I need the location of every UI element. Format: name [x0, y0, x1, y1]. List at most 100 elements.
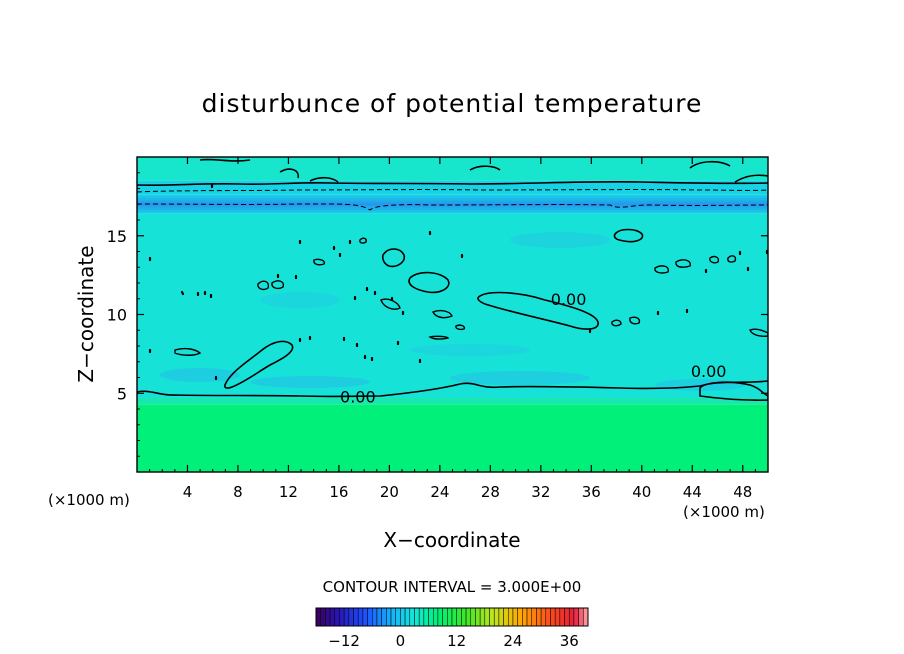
contour-label: 0.00: [551, 290, 587, 309]
field-bands: [137, 157, 768, 472]
colorbar-cell: [526, 607, 532, 627]
colorbar-cell: [447, 607, 453, 627]
zero-contour-lower: [137, 380, 768, 398]
colorbar-cell: [386, 607, 392, 627]
colorbar-tick-label: 0: [396, 632, 406, 650]
colorbar-cell: [545, 607, 551, 627]
contour-interval-text: CONTOUR INTERVAL = 3.000E+00: [323, 578, 582, 596]
x-tick-label: 20: [380, 483, 399, 501]
y-tick-label: 15: [107, 227, 127, 246]
colorbar-cell: [339, 607, 345, 627]
x-tick-label: 40: [632, 483, 651, 501]
x-tick-label: 36: [582, 483, 601, 501]
zero-contour-blob-mid: [381, 248, 406, 268]
x-tick-label: 48: [733, 483, 752, 501]
plot-area: [137, 157, 768, 472]
colorbar-tick-label: 12: [447, 632, 466, 650]
field-band: [137, 213, 768, 398]
colorbar-cell: [442, 607, 448, 627]
y-axis-label: Z−coordinate: [74, 245, 98, 382]
colorbar-cell: [512, 607, 518, 627]
x-tick-label: 28: [481, 483, 500, 501]
colorbar-cell: [390, 607, 396, 627]
zero-contour-blob-large: [477, 291, 599, 330]
x-unit-left: (×1000 m): [48, 491, 130, 509]
colorbar-cell: [484, 607, 490, 627]
colorbar-cell: [475, 607, 481, 627]
field-band: [137, 194, 768, 214]
colorbar-cell: [357, 607, 364, 627]
colorbar-cell: [376, 607, 382, 627]
colorbar-cell: [564, 607, 570, 627]
field-patches: [160, 232, 745, 391]
colorbar-cell: [493, 607, 500, 627]
colorbar-cell: [522, 607, 528, 627]
y-axis: 5 10 15: [107, 172, 768, 457]
colorbar-tick-label: 24: [503, 632, 522, 650]
colorbar-cell: [536, 607, 542, 627]
colorbar-cell: [320, 607, 326, 627]
colorbar-cell: [329, 607, 336, 627]
colorbar-cell: [554, 607, 561, 627]
colorbar-cell: [568, 607, 575, 627]
colorbar-cell: [409, 607, 415, 627]
colorbar-cell: [400, 607, 406, 627]
x-tick-label: 4: [183, 483, 193, 501]
x-tick-label: 8: [233, 483, 243, 501]
x-tick-label: 32: [531, 483, 550, 501]
zero-contour-blob-upper-right: [613, 228, 644, 243]
colorbar-cell: [381, 607, 387, 627]
colorbar-cell: [451, 607, 457, 627]
colorbar-cell: [423, 607, 429, 627]
colorbar-frame: [315, 607, 589, 627]
field-band: [137, 180, 768, 195]
colorbar-cell: [367, 607, 373, 627]
colorbar-cell: [498, 607, 504, 627]
field-band: [137, 397, 768, 405]
colorbar-cell: [315, 607, 321, 627]
zero-contour-blob-mid2: [408, 271, 450, 294]
dashed-contour-upper: [137, 189, 768, 193]
colorbar-cell: [404, 607, 411, 627]
contour-label: 0.00: [691, 362, 727, 381]
chart-title: disturbunce of potential temperature: [202, 89, 703, 118]
colorbar-cell: [432, 607, 439, 627]
contour-label: 0.00: [340, 387, 376, 406]
colorbar-cell: [428, 607, 434, 627]
colorbar-cell: [362, 607, 368, 627]
colorbar-cell: [470, 607, 476, 627]
colorbar-cell: [583, 607, 589, 627]
colorbar-cell: [489, 607, 495, 627]
colorbar-cell: [456, 607, 462, 627]
colorbar-cell: [559, 607, 565, 627]
contour-dots: [148, 183, 768, 381]
contour-labels: 0.00 0.00 0.00: [340, 290, 726, 407]
colorbar-cell: [540, 607, 547, 627]
x-tick-label: 12: [279, 483, 298, 501]
colorbar-cell: [334, 607, 340, 627]
colorbar-cell: [418, 607, 425, 627]
colorbar-cell: [465, 607, 472, 627]
contour-lines: [137, 158, 768, 401]
colorbar-cell: [461, 607, 467, 627]
colorbar-tick-label: 36: [560, 632, 579, 650]
zero-contour-top-wave: [199, 158, 768, 183]
colorbar-cell: [414, 607, 420, 627]
x-tick-label: 24: [430, 483, 449, 501]
zero-contour-blob-left: [224, 340, 294, 389]
y-tick-label: 10: [107, 306, 127, 325]
x-axis: 4 8 12 16 20 24 28 32 36 40 44 48: [149, 157, 756, 501]
colorbar: −12 0 12 24 36: [315, 607, 589, 650]
x-tick-label: 44: [683, 483, 702, 501]
field-band: [137, 157, 768, 181]
colorbar-cell: [353, 607, 359, 627]
colorbar-cell: [531, 607, 537, 627]
colorbar-cell: [573, 607, 579, 627]
colorbar-cell: [517, 607, 523, 627]
colorbar-cell: [479, 607, 486, 627]
colorbar-tick-label: −12: [328, 632, 360, 650]
colorbar-cell: [503, 607, 509, 627]
y-tick-label: 5: [117, 384, 127, 403]
colorbar-cell: [508, 607, 514, 627]
